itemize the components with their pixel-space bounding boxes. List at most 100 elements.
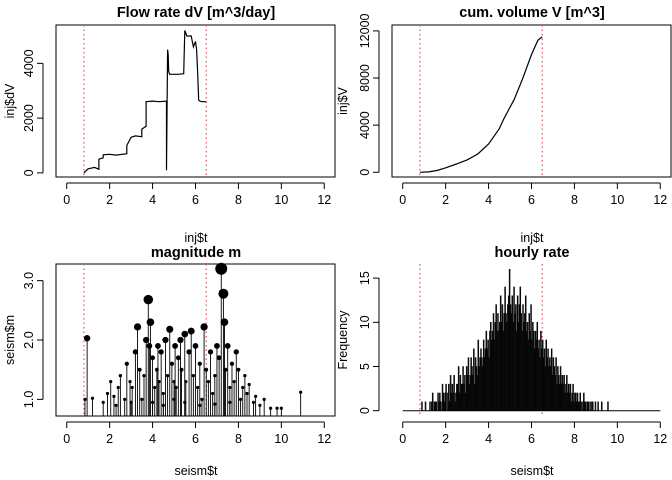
magnitude-point [140,397,144,401]
hourly-bar [435,401,438,411]
magnitude-ylabel: seism$m [3,315,17,365]
magnitude-point [262,397,266,401]
flow-y-tick-label: 4000 [22,49,36,77]
flow-y-tick-label: 0 [22,169,36,176]
hourly-x-tick-label: 6 [528,432,535,446]
magnitude-point [232,379,236,384]
hourly-bar [580,401,582,411]
magnitude-point [133,323,142,331]
magnitude-point [165,373,170,378]
magnitude-point [101,400,105,404]
magnitude-point [213,373,217,378]
magnitude-x-tick-label: 4 [149,432,156,446]
magnitude-point [243,373,247,378]
flow-plot-frame [55,24,336,178]
magnitude-point [181,330,189,338]
hourly-bar [572,383,574,412]
magnitude-point [220,318,229,327]
volume-x-axis: 0 2 4 6 8 10 12 [399,182,667,207]
magnitude-point [269,406,273,410]
magnitude-point [123,397,127,401]
magnitude-point [172,343,178,349]
magnitude-point [238,397,243,401]
hourly-y-tick-label: 5 [358,363,372,370]
hourly-bar [589,401,591,411]
magnitude-y-tick-label: 2.0 [22,331,36,348]
flow-y-axis: 0 2000 4000 [22,49,44,176]
hourly-x-tick-label: 0 [399,432,406,446]
flow-vlines [83,25,207,177]
volume-x-tick-label: 8 [571,193,578,207]
magnitude-point [130,385,134,390]
magnitude-point [129,400,133,404]
flow-xlabel: inj$t [185,231,208,245]
volume-x-tick-label: 4 [485,193,492,207]
volume-x-tick-label: 10 [610,193,624,207]
magnitude-point [186,349,192,355]
magnitude-point [224,343,231,349]
hourly-series [402,268,661,412]
magnitude-point [191,373,196,378]
magnitude-point [112,394,116,399]
magnitude-point [146,318,155,327]
volume-y-axis: 0 4000 8000 12000 [358,13,380,176]
hourly-bar [429,401,431,411]
magnitude-point [233,349,239,355]
hourly-bar [592,401,594,411]
magnitude-point [146,343,153,349]
magnitude-point [187,327,195,335]
magnitude-point [245,391,249,396]
magnitude-point [275,406,279,410]
magnitude-title: magnitude m [151,245,241,261]
magnitude-point [229,361,235,366]
magnitude-point [175,355,181,361]
magnitude-x-axis: 0 2 4 6 8 10 12 [63,421,331,446]
magnitude-point [83,397,87,401]
magnitude-point [174,385,178,390]
magnitude-y-tick-label: 1.0 [22,391,36,408]
magnitude-point [157,379,161,384]
magnitude-point [241,385,245,390]
volume-x-tick-label: 2 [442,193,449,207]
magnitude-xlabel: seism$t [174,464,218,478]
hourly-bar [587,401,590,411]
volume-y-tick-label: 0 [358,169,372,176]
flow-y-tick-label: 2000 [22,104,36,132]
panel-hourly-rate: hourly rate 0 2 4 6 8 10 12 0 5 10 15 seism$t Fre… [336,245,667,478]
magnitude-point [172,397,176,401]
flow-x-tick-label: 4 [149,193,156,207]
volume-ylabel: inj$V [336,86,350,114]
volume-title: cum. volume V [m^3] [459,5,605,21]
panel-flow-rate: Flow rate dV [m^3/day] 0 2 4 6 8 10 12 0 2000 40… [3,5,336,245]
hourly-bar [569,383,572,412]
magnitude-point [279,406,283,410]
magnitude-point [184,379,188,384]
hourly-x-tick-label: 2 [442,432,449,446]
volume-plot-frame [391,24,672,178]
hourly-bar [597,401,599,411]
magnitude-point [161,391,165,396]
volume-line [419,36,543,173]
hourly-bar [473,348,475,411]
hourly-y-tick-label: 0 [358,407,372,414]
magnitude-point [216,355,222,361]
hourly-y-tick-label: 10 [358,315,372,329]
magnitude-point [142,373,146,378]
hourly-x-axis: 0 2 4 6 8 10 12 [399,421,667,446]
volume-xlabel: inj$t [521,231,544,245]
magnitude-x-tick-label: 2 [106,432,113,446]
magnitude-point [124,361,129,366]
hourly-y-tick-label: 15 [358,271,372,285]
flow-x-tick-label: 2 [106,193,113,207]
hourly-title: hourly rate [495,245,570,261]
magnitude-point [215,262,228,275]
magnitude-point [197,361,202,366]
magnitude-point [228,400,232,404]
magnitude-point [166,325,174,333]
hourly-bar [431,392,434,411]
magnitude-point [211,391,215,396]
volume-y-tick-label: 4000 [358,111,372,139]
magnitude-point [218,288,229,299]
magnitude-x-tick-label: 6 [192,432,199,446]
